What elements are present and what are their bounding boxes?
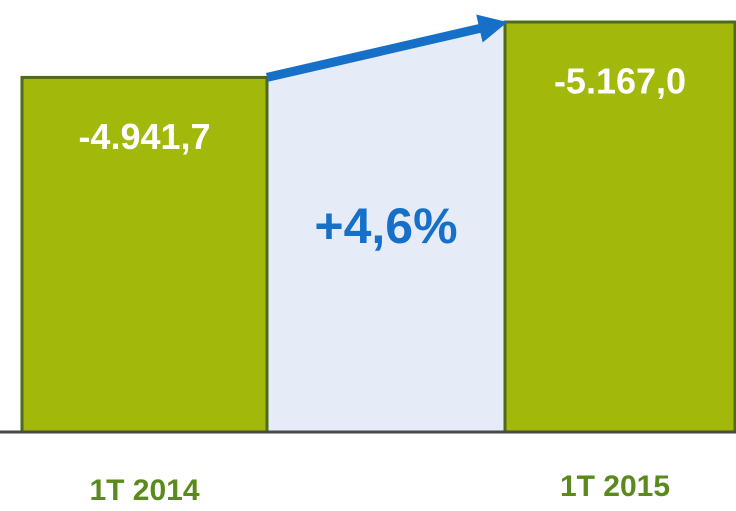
change-arrow [265, 14, 508, 82]
change-annotation: +4,6% [314, 198, 457, 254]
value-label: -5.167,0 [554, 61, 686, 102]
x-tick-label: 1T 2014 [89, 474, 199, 507]
value-label: -4.941,7 [78, 116, 210, 157]
x-tick-label: 1T 2015 [560, 470, 670, 503]
bar [20, 75, 269, 434]
